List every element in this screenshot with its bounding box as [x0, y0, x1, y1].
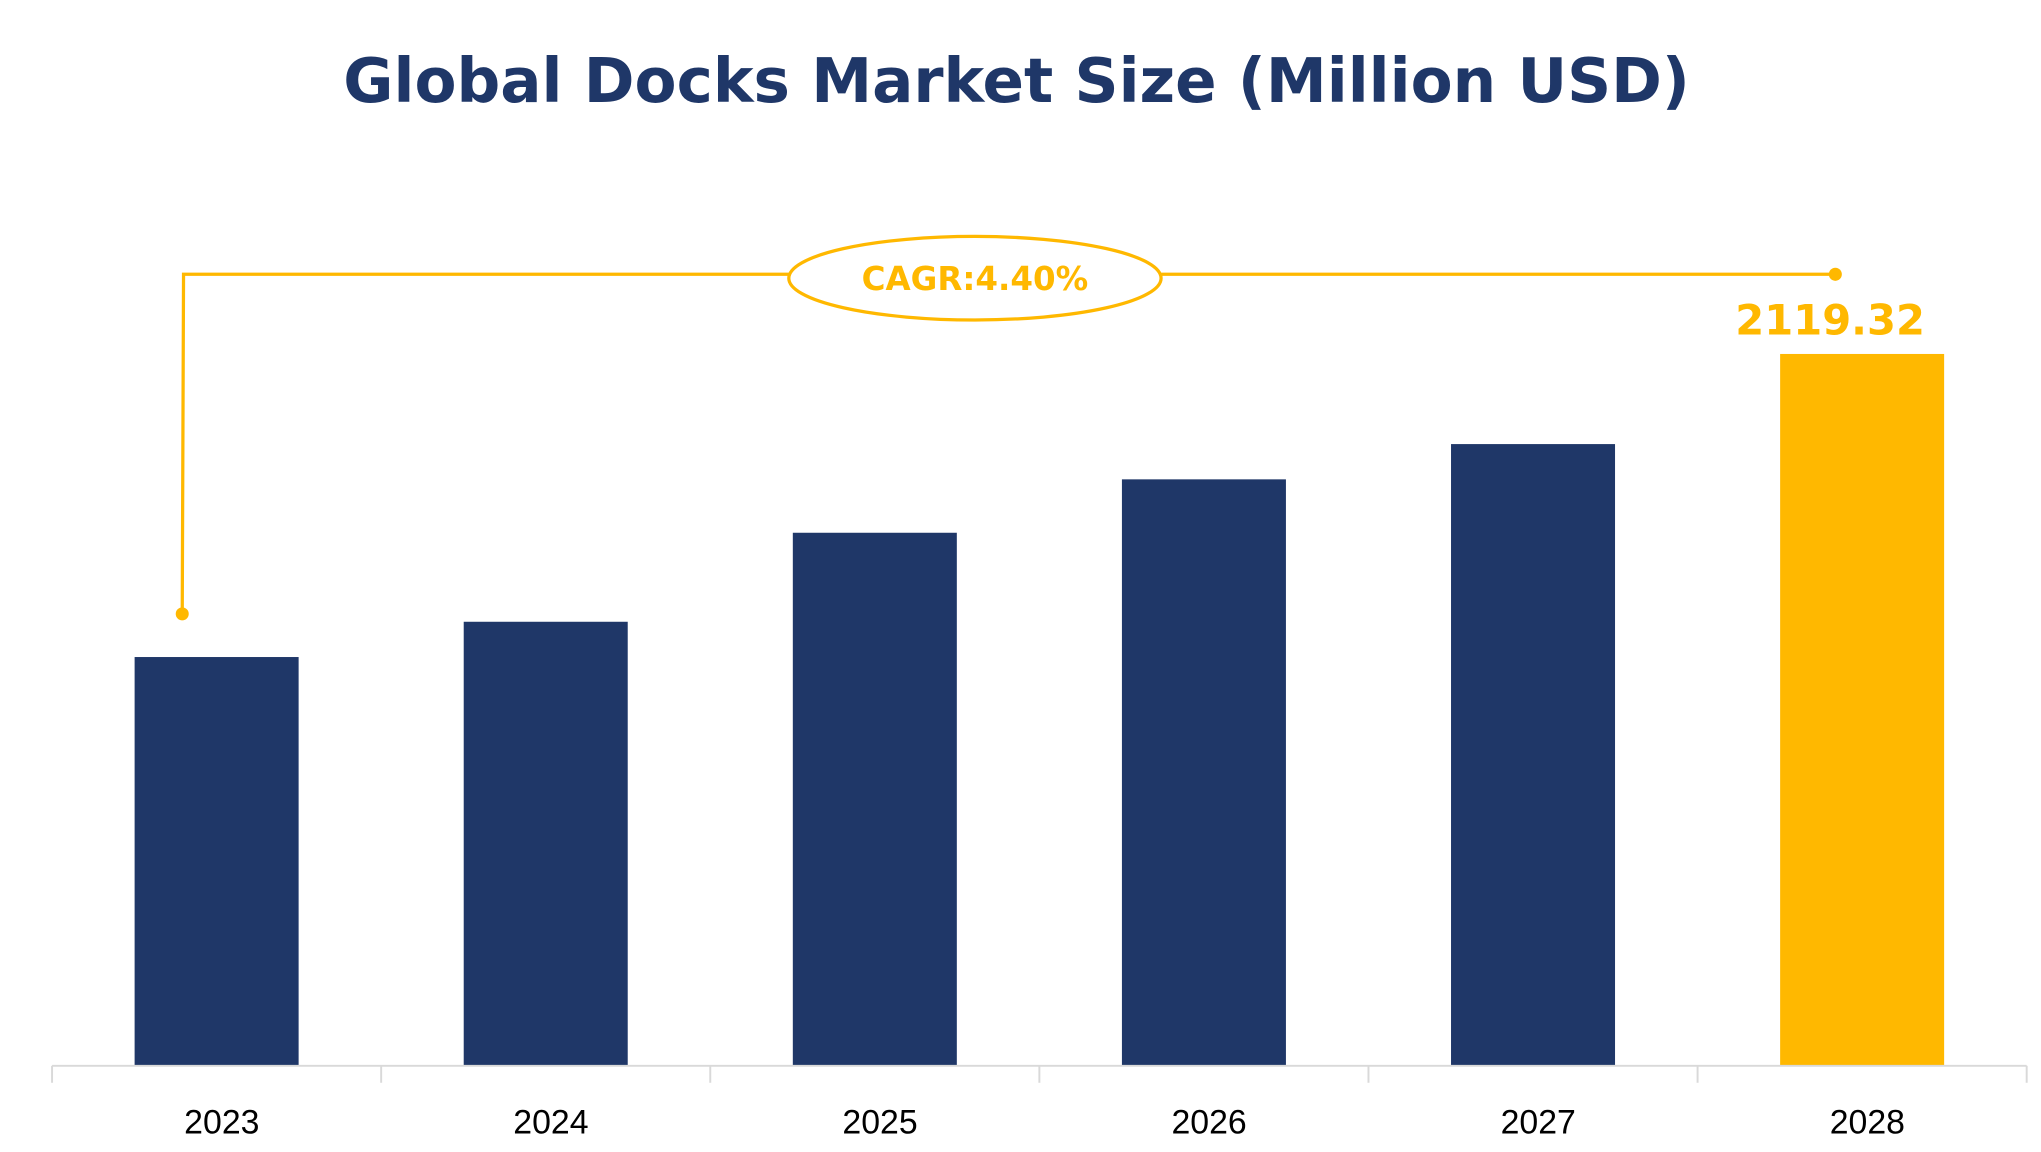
cagr-label: CAGR:4.40% — [862, 260, 1089, 298]
cagr-end-dot — [1828, 267, 1842, 281]
cagr-annotation: CAGR:4.40% — [175, 234, 1842, 621]
bar-2025 — [792, 532, 957, 1066]
cagr-start-dot — [175, 607, 189, 621]
x-tick-label-2028: 2028 — [1830, 1104, 1905, 1142]
bar-2024 — [463, 621, 628, 1066]
chart-title: Global Docks Market Size (Million USD) — [343, 46, 1690, 117]
bar-2026 — [1121, 479, 1286, 1066]
x-tick-label-2025: 2025 — [842, 1104, 917, 1142]
cagr-connector-line — [180, 272, 789, 614]
data-label-2028: 2119.32 — [1735, 295, 1925, 344]
x-tick-label-2027: 2027 — [1501, 1104, 1576, 1142]
x-tick-label-2026: 2026 — [1171, 1104, 1246, 1142]
bar-2028 — [1780, 353, 1945, 1066]
x-tick-label-2024: 2024 — [513, 1104, 588, 1142]
bar-2027 — [1451, 444, 1616, 1066]
bar-2023 — [134, 657, 299, 1066]
x-tick-label-2023: 2023 — [184, 1104, 259, 1142]
cagr-ellipse — [787, 234, 1163, 322]
